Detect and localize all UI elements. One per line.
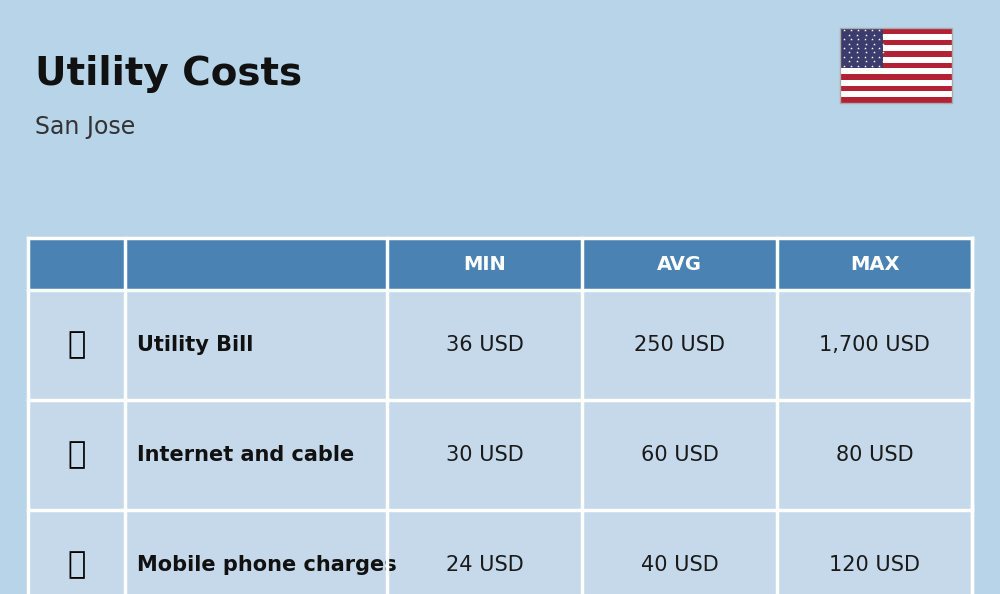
Text: 📱: 📱 — [68, 551, 86, 580]
Text: 120 USD: 120 USD — [829, 555, 920, 575]
FancyBboxPatch shape — [840, 40, 952, 45]
Text: 80 USD: 80 USD — [836, 445, 913, 465]
Text: 40 USD: 40 USD — [641, 555, 718, 575]
Text: Mobile phone charges: Mobile phone charges — [137, 555, 397, 575]
FancyBboxPatch shape — [840, 97, 952, 103]
FancyBboxPatch shape — [840, 57, 952, 62]
Text: 36 USD: 36 USD — [446, 335, 524, 355]
FancyBboxPatch shape — [840, 51, 952, 57]
Text: Internet and cable: Internet and cable — [137, 445, 355, 465]
FancyBboxPatch shape — [840, 45, 952, 51]
FancyBboxPatch shape — [28, 510, 972, 594]
Text: 30 USD: 30 USD — [446, 445, 523, 465]
Text: 24 USD: 24 USD — [446, 555, 523, 575]
FancyBboxPatch shape — [840, 86, 952, 91]
FancyBboxPatch shape — [28, 400, 972, 510]
FancyBboxPatch shape — [28, 290, 972, 400]
Text: 1,700 USD: 1,700 USD — [819, 335, 930, 355]
Text: 60 USD: 60 USD — [641, 445, 719, 465]
FancyBboxPatch shape — [840, 28, 952, 34]
Text: MAX: MAX — [850, 254, 899, 273]
Text: Utility Bill: Utility Bill — [137, 335, 254, 355]
FancyBboxPatch shape — [840, 74, 952, 80]
Text: 🔌: 🔌 — [68, 330, 86, 359]
Text: Utility Costs: Utility Costs — [35, 55, 302, 93]
FancyBboxPatch shape — [840, 91, 952, 97]
FancyBboxPatch shape — [840, 62, 952, 68]
Text: 250 USD: 250 USD — [634, 335, 725, 355]
Text: AVG: AVG — [657, 254, 702, 273]
FancyBboxPatch shape — [840, 68, 952, 74]
Text: MIN: MIN — [463, 254, 506, 273]
FancyBboxPatch shape — [840, 28, 883, 68]
FancyBboxPatch shape — [28, 238, 972, 290]
Text: 📡: 📡 — [68, 441, 86, 469]
Text: San Jose: San Jose — [35, 115, 135, 139]
FancyBboxPatch shape — [840, 80, 952, 86]
FancyBboxPatch shape — [840, 34, 952, 40]
